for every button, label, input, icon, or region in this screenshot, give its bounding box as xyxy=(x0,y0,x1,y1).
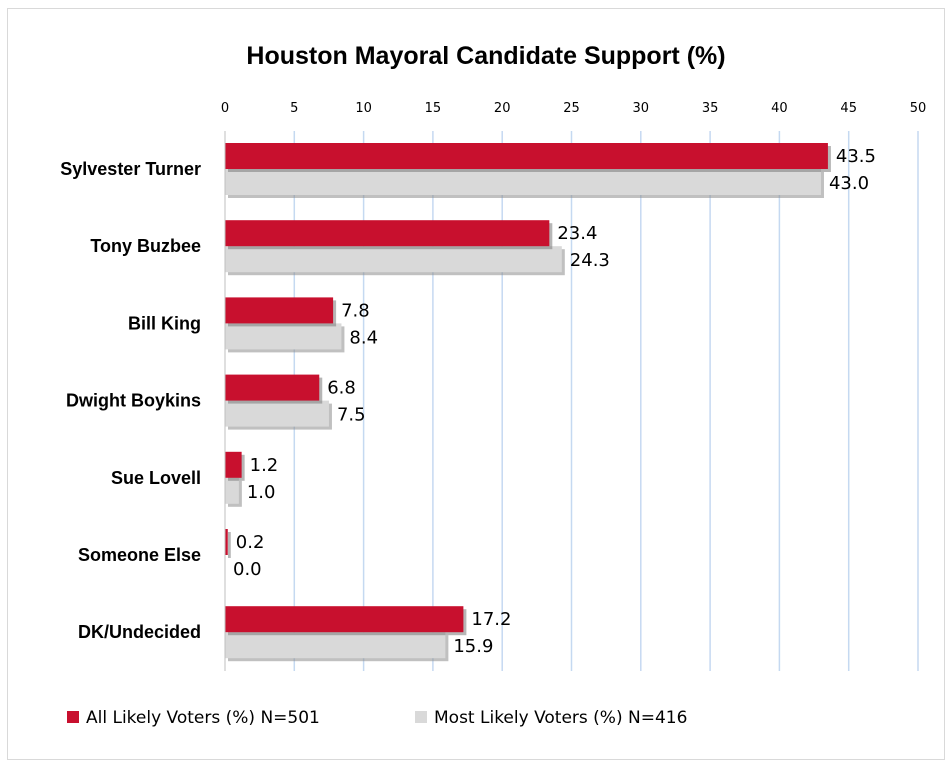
x-tick-label: 30 xyxy=(633,101,650,116)
legend-swatch xyxy=(67,711,79,723)
category-label: Bill King xyxy=(128,313,201,333)
houston-mayoral-bar-chart: Houston Mayoral Candidate Support (%) 0 5… xyxy=(60,42,926,728)
data-label: 1.0 xyxy=(247,482,276,503)
x-tick-label: 25 xyxy=(563,101,580,116)
x-tick-label: 40 xyxy=(771,101,788,116)
bar-most-likely xyxy=(225,632,446,659)
bar-all-likely xyxy=(225,297,334,324)
data-label: 24.3 xyxy=(570,250,610,271)
gridlines xyxy=(293,131,919,671)
data-label: 0.0 xyxy=(233,559,262,580)
data-label: 43.0 xyxy=(829,173,869,194)
x-tick-label: 50 xyxy=(910,101,927,116)
x-axis-tick-labels: 0 5 10 15 20 25 30 35 40 45 50 xyxy=(221,101,926,116)
data-labels: 43.5 43.0 23.4 24.3 7.8 8.4 6.8 7.5 1.2 1.0 0.2 0.0… xyxy=(233,146,876,657)
bars xyxy=(225,143,831,662)
chart-title: Houston Mayoral Candidate Support (%) xyxy=(246,42,725,70)
x-tick-label: 0 xyxy=(221,101,229,116)
x-tick-label: 35 xyxy=(702,101,719,116)
legend-label: All Likely Voters (%) N=501 xyxy=(86,708,320,728)
bar-most-likely xyxy=(225,400,329,427)
bar-all-likely xyxy=(225,220,550,247)
x-tick-label: 15 xyxy=(425,101,442,116)
legend-swatch xyxy=(415,711,427,723)
data-label: 8.4 xyxy=(349,327,378,348)
bar-most-likely xyxy=(225,477,239,504)
category-label: Dwight Boykins xyxy=(66,391,201,411)
x-tick-label: 5 xyxy=(290,101,298,116)
category-label: DK/Undecided xyxy=(78,622,201,642)
legend: All Likely Voters (%) N=501 Most Likely V… xyxy=(67,708,687,728)
chart-frame: Houston Mayoral Candidate Support (%) 0 5… xyxy=(7,8,945,760)
data-label: 17.2 xyxy=(471,609,511,630)
data-label: 15.9 xyxy=(453,636,493,657)
category-label: Someone Else xyxy=(78,545,201,565)
bar-all-likely xyxy=(225,374,320,401)
category-labels: Sylvester Turner Tony Buzbee Bill King Dwig… xyxy=(60,159,201,642)
data-label: 23.4 xyxy=(557,223,597,244)
x-tick-label: 10 xyxy=(355,101,372,116)
bar-most-likely xyxy=(225,323,342,350)
bar-all-likely xyxy=(225,606,464,633)
x-tick-label: 45 xyxy=(840,101,857,116)
data-label: 0.2 xyxy=(236,532,265,553)
bar-shadow xyxy=(228,532,231,558)
data-label: 7.8 xyxy=(341,300,370,321)
category-label: Sylvester Turner xyxy=(60,159,201,179)
legend-label: Most Likely Voters (%) N=416 xyxy=(434,708,687,728)
data-label: 1.2 xyxy=(250,455,279,476)
category-label: Tony Buzbee xyxy=(90,236,201,256)
bar-all-likely xyxy=(225,143,828,169)
data-label: 6.8 xyxy=(327,378,356,399)
bar-most-likely xyxy=(225,169,821,195)
data-label: 7.5 xyxy=(337,405,366,426)
bar-all-likely xyxy=(225,529,228,555)
category-label: Sue Lovell xyxy=(111,468,201,488)
data-label: 43.5 xyxy=(836,146,876,167)
x-tick-label: 20 xyxy=(494,101,511,116)
bar-most-likely xyxy=(225,246,562,273)
bar-all-likely xyxy=(225,451,242,478)
